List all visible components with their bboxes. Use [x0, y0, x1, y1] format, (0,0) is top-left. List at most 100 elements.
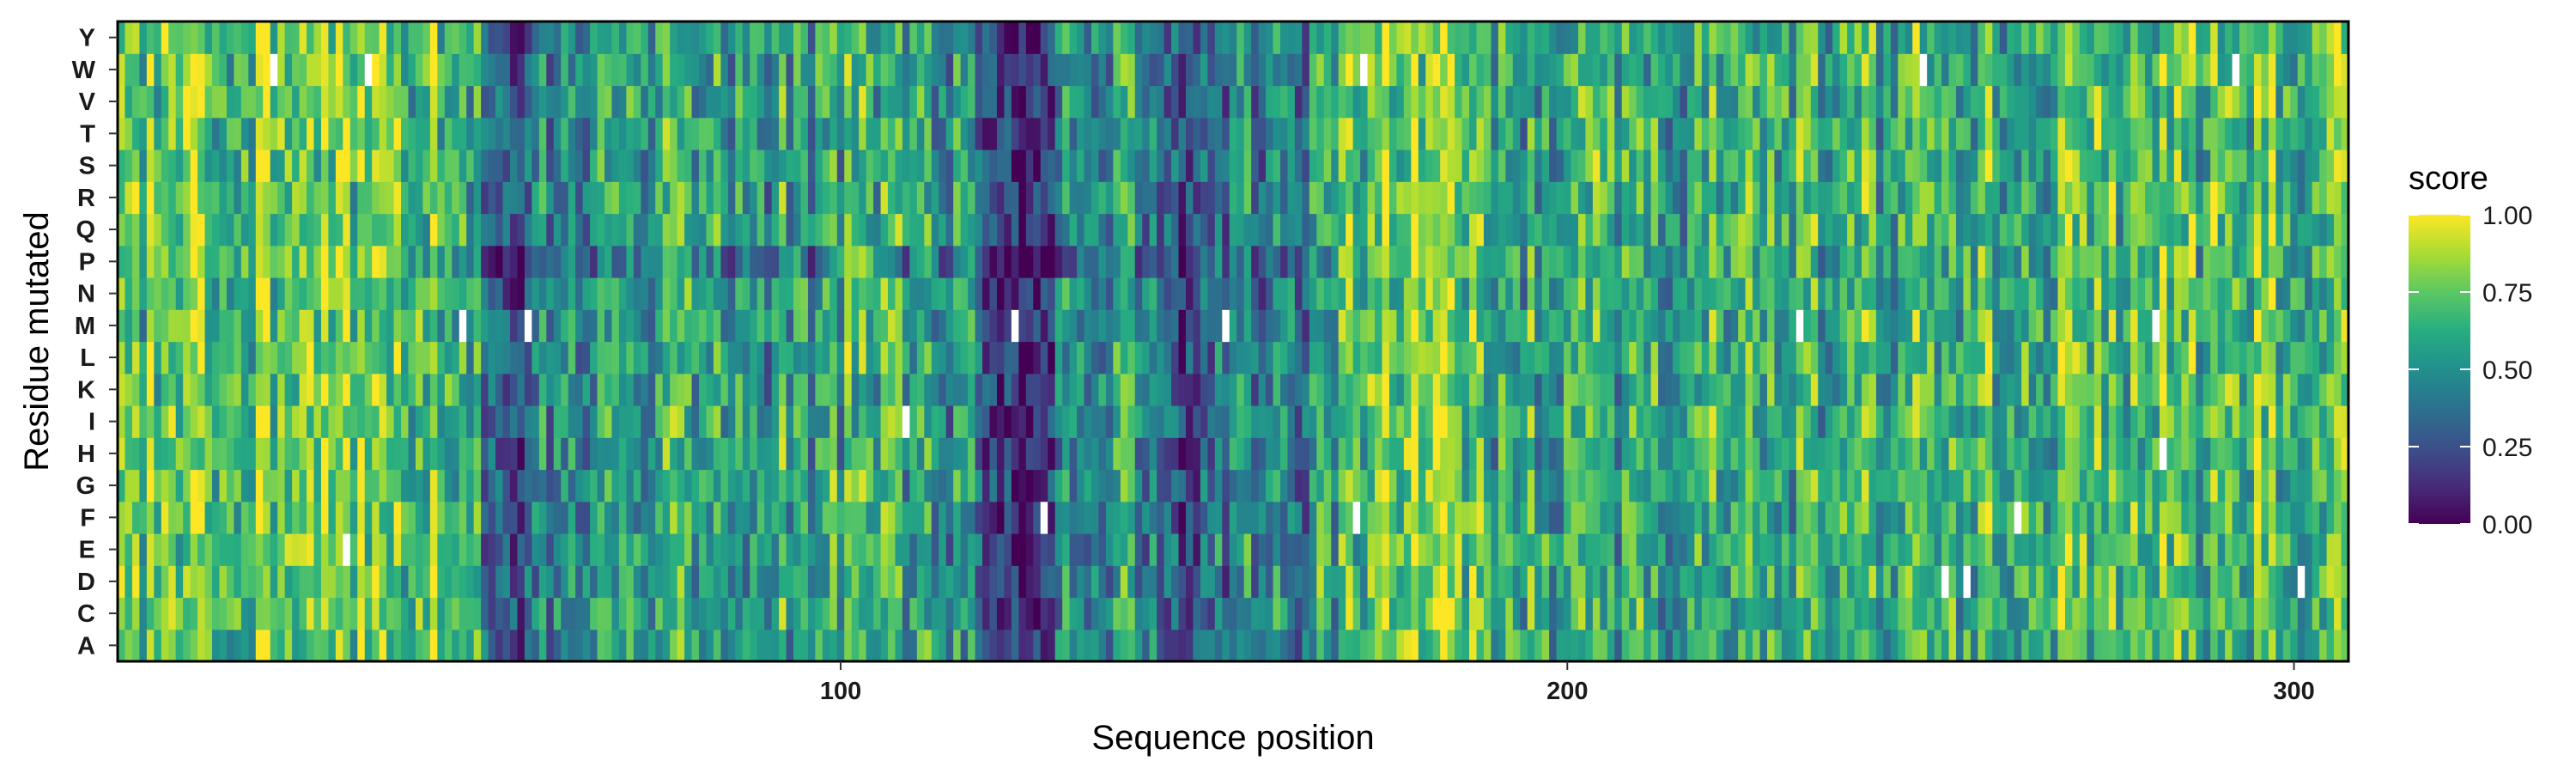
heatmap-cell — [713, 181, 721, 215]
heatmap-cell — [1636, 149, 1644, 182]
heatmap-cell — [299, 565, 307, 599]
heatmap-cell — [742, 149, 750, 182]
heatmap-cell — [131, 597, 140, 630]
heatmap-cell — [684, 565, 693, 599]
heatmap-cell — [532, 565, 540, 599]
heatmap-cell — [996, 533, 1005, 566]
heatmap-cell — [328, 405, 337, 438]
heatmap-cell — [1375, 501, 1383, 534]
heatmap-cell — [190, 181, 198, 215]
heatmap-cell — [379, 149, 387, 182]
heatmap-cell — [255, 341, 264, 374]
heatmap-cell — [1048, 629, 1056, 662]
heatmap-cell — [1054, 341, 1063, 374]
heatmap-cell — [1650, 501, 1659, 534]
heatmap-cell — [960, 245, 969, 278]
heatmap-cell — [240, 149, 249, 182]
heatmap-cell — [1375, 533, 1383, 566]
heatmap-cell — [444, 181, 453, 215]
heatmap-cell — [677, 405, 685, 438]
heatmap-cell — [975, 53, 983, 87]
heatmap-cell — [509, 373, 519, 406]
heatmap-cell — [1054, 437, 1063, 471]
heatmap-cell — [764, 501, 773, 534]
heatmap-cell — [1650, 629, 1659, 662]
heatmap-cell — [320, 21, 330, 54]
heatmap-cell — [139, 277, 148, 310]
heatmap-cell — [1236, 85, 1245, 119]
heatmap-cell — [1795, 245, 1804, 278]
heatmap-cell — [1753, 437, 1761, 471]
heatmap-cell — [320, 437, 330, 471]
heatmap-cell — [349, 501, 358, 534]
heatmap-cell — [953, 533, 962, 566]
heatmap-cell — [931, 437, 939, 471]
heatmap-cell — [561, 149, 569, 182]
heatmap-cell — [1258, 309, 1267, 343]
heatmap-cell — [1847, 501, 1856, 534]
heatmap-cell — [756, 405, 765, 438]
heatmap-cell — [1142, 181, 1151, 215]
heatmap-cell — [372, 21, 380, 54]
heatmap-cell — [1839, 85, 1848, 119]
heatmap-cell — [1898, 213, 1906, 247]
heatmap-cell — [633, 213, 641, 247]
heatmap-cell — [1004, 85, 1012, 119]
heatmap-cell — [546, 469, 555, 502]
heatmap-cell — [1650, 437, 1659, 471]
heatmap-cell — [1069, 533, 1078, 566]
heatmap-cell — [1650, 565, 1659, 599]
heatmap-cell — [1149, 245, 1157, 278]
heatmap-cell — [349, 565, 358, 599]
heatmap-cell — [1927, 245, 1935, 278]
heatmap-cell — [1571, 533, 1579, 566]
heatmap-cell — [1447, 469, 1455, 502]
heatmap-cell — [1898, 469, 1906, 502]
heatmap-cell — [1774, 309, 1783, 343]
heatmap-cell — [277, 181, 286, 215]
heatmap-cell — [750, 437, 758, 471]
heatmap-cell — [1360, 213, 1369, 247]
heatmap-cell — [1149, 309, 1157, 343]
heatmap-cell — [1287, 437, 1296, 471]
heatmap-cell — [968, 629, 976, 662]
heatmap-cell — [1294, 245, 1303, 278]
heatmap-cell — [1564, 21, 1572, 54]
heatmap-cell — [1512, 341, 1521, 374]
heatmap-cell — [1680, 245, 1688, 278]
heatmap-cell — [1534, 373, 1543, 406]
heatmap-cell — [720, 437, 729, 471]
heatmap-cell — [307, 21, 315, 54]
heatmap-cell — [1862, 277, 1870, 310]
heatmap-cell — [873, 597, 882, 630]
heatmap-cell — [307, 309, 315, 343]
heatmap-cell — [1789, 373, 1797, 406]
heatmap-cell — [349, 85, 358, 119]
heatmap-cell — [1868, 21, 1877, 54]
heatmap-cell — [851, 629, 860, 662]
heatmap-cell — [1258, 277, 1267, 310]
heatmap-cell — [1375, 181, 1383, 215]
heatmap-cell — [916, 373, 925, 406]
heatmap-cell — [1883, 309, 1892, 343]
heatmap-cell — [1025, 21, 1034, 54]
heatmap-cell — [190, 533, 198, 566]
heatmap-cell — [807, 277, 816, 310]
heatmap-cell — [1694, 53, 1703, 87]
heatmap-cell — [1302, 597, 1310, 630]
heatmap-cell — [996, 341, 1005, 374]
heatmap-cell — [633, 437, 641, 471]
heatmap-cell — [1549, 309, 1558, 343]
heatmap-cell — [1440, 309, 1449, 343]
heatmap-cell — [1193, 405, 1201, 438]
heatmap-cell — [408, 405, 416, 438]
heatmap-cell — [452, 85, 460, 119]
heatmap-cell — [888, 21, 896, 54]
heatmap-cell — [604, 277, 613, 310]
heatmap-cell — [1600, 469, 1608, 502]
heatmap-cell — [1011, 245, 1019, 278]
heatmap-cell — [699, 469, 708, 502]
heatmap-cell — [1018, 373, 1027, 406]
heatmap-cell — [553, 85, 562, 119]
heatmap-cell — [720, 565, 729, 599]
